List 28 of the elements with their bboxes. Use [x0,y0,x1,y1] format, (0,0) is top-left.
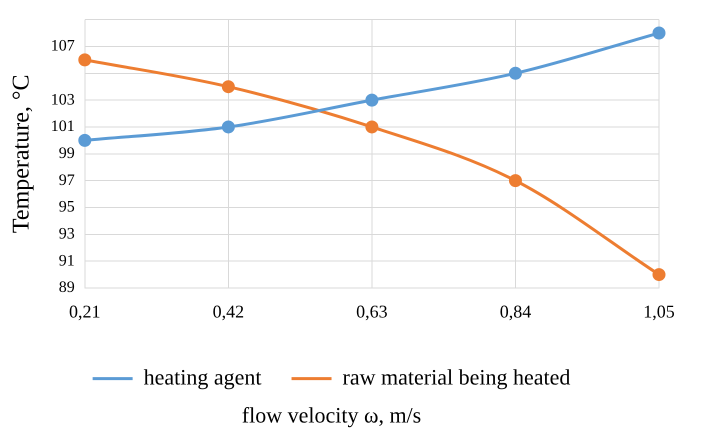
point [365,120,378,134]
point [78,53,92,66]
point [652,268,666,282]
y-tick-label: 89 [58,279,75,296]
y-tick-label: 101 [50,118,75,136]
point [78,134,92,147]
x-tick-label: 1,05 [643,302,675,322]
point [222,80,235,94]
x-tick-label: 0,21 [69,302,101,322]
x-tick-label: 0,42 [212,302,244,322]
point [652,26,666,40]
y-tick-label: 93 [58,226,75,243]
y-tick-label: 91 [58,252,75,270]
x-tick-label: 0,84 [500,302,532,322]
point [508,174,522,188]
legend-label: raw material being heated [342,364,570,390]
y-tick-label: 107 [50,38,75,55]
y-tick-label: 97 [58,172,75,189]
y-tick-label: 103 [50,91,75,108]
legend-label: heating agent [144,364,262,390]
y-tick-label: 99 [58,145,75,162]
point [508,66,522,80]
x-tick-label: 0,63 [356,302,388,322]
x-axis-title: flow velocity ω, m/s [242,402,422,428]
point [365,94,378,107]
y-axis-title: Temperature, °C [8,74,35,234]
point [222,120,235,134]
y-tick-label: 95 [58,198,75,216]
